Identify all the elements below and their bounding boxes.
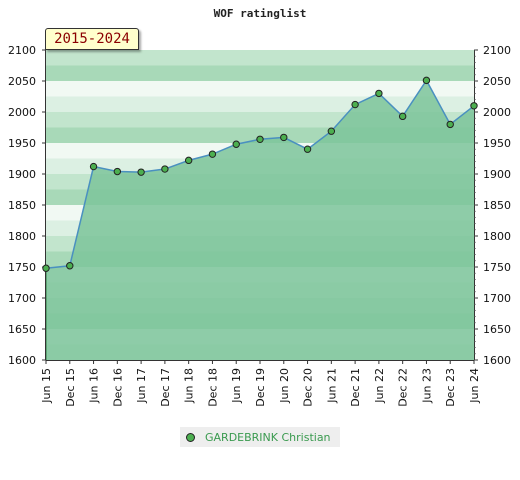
legend-label: GARDEBRINK Christian bbox=[205, 430, 331, 444]
y-tick-label-right: 1700 bbox=[483, 292, 511, 305]
x-tick-label: Jun 18 bbox=[183, 368, 196, 404]
x-tick-label: Dec 22 bbox=[397, 368, 410, 407]
data-point bbox=[232, 140, 240, 148]
x-tick-label: Jun 23 bbox=[420, 368, 433, 404]
data-point bbox=[351, 100, 359, 109]
data-point bbox=[184, 156, 193, 165]
chart-title: WOF ratinglist bbox=[214, 7, 307, 20]
data-points bbox=[42, 76, 478, 272]
y-tick-label-right: 1650 bbox=[483, 323, 511, 336]
x-tick-label: Dec 21 bbox=[349, 368, 362, 407]
x-tick-label: Dec 18 bbox=[206, 368, 219, 407]
data-point bbox=[422, 76, 431, 85]
y-tick-label-left: 1650 bbox=[8, 323, 36, 336]
x-tick-label: Jun 15 bbox=[40, 368, 53, 404]
y-tick-label-right: 1800 bbox=[483, 230, 511, 243]
y-tick-label-left: 2050 bbox=[8, 75, 36, 88]
band bbox=[46, 50, 474, 66]
y-tick-label-right: 2050 bbox=[483, 75, 511, 88]
y-tick-label-left: 2100 bbox=[8, 44, 36, 57]
data-point bbox=[42, 264, 50, 272]
y-tick-label-left: 1750 bbox=[8, 261, 36, 274]
data-point bbox=[66, 262, 74, 270]
x-tick-label: Dec 17 bbox=[159, 368, 172, 407]
x-tick-label: Dec 15 bbox=[64, 368, 77, 407]
y-tick-label-left: 2000 bbox=[8, 106, 36, 119]
x-tick-label: Dec 19 bbox=[254, 368, 267, 407]
band bbox=[46, 81, 474, 97]
x-tick-label: Dec 23 bbox=[444, 368, 457, 407]
data-point bbox=[280, 133, 288, 142]
x-tick-label: Jun 22 bbox=[373, 368, 386, 404]
x-tick-label: Jun 20 bbox=[278, 368, 291, 404]
data-point bbox=[208, 150, 217, 158]
area-fill bbox=[46, 80, 474, 360]
x-tick-label: Jun 21 bbox=[325, 368, 338, 404]
data-point bbox=[327, 127, 336, 135]
data-point bbox=[113, 167, 122, 176]
y-tick-label-left: 1850 bbox=[8, 199, 36, 212]
x-tick-label: Jun 24 bbox=[468, 368, 481, 404]
y-tick-label-right: 1850 bbox=[483, 199, 511, 212]
y-tick-label-right: 1600 bbox=[483, 354, 511, 367]
y-tick-label-left: 1900 bbox=[8, 168, 36, 181]
x-tick-label: Jun 16 bbox=[88, 368, 101, 404]
y-axis-ticks: 1600 1600 1650 1650 1700 1700 1750 1750 1800 1800… bbox=[8, 44, 511, 367]
date-range-badge: 2015-2024 bbox=[45, 28, 139, 50]
y-tick-label-left: 1950 bbox=[8, 137, 36, 150]
data-point bbox=[446, 120, 454, 129]
y-tick-label-right: 2100 bbox=[483, 44, 511, 57]
y-tick-label-right: 1950 bbox=[483, 137, 511, 150]
data-point bbox=[303, 145, 312, 153]
x-tick-label: Jun 19 bbox=[230, 368, 243, 404]
y-tick-label-right: 2000 bbox=[483, 106, 511, 119]
legend-marker bbox=[186, 432, 195, 442]
legend[interactable]: GARDEBRINK Christian bbox=[180, 427, 340, 447]
y-tick-label-left: 1800 bbox=[8, 230, 36, 243]
data-point bbox=[470, 102, 478, 110]
x-tick-label: Dec 16 bbox=[111, 368, 124, 407]
data-point bbox=[375, 89, 383, 98]
x-axis-ticks: Jun 15 Dec 15 Jun 16 Dec 16 Jun 17 Dec 17 Jun … bbox=[40, 360, 481, 407]
y-tick-label-left: 1700 bbox=[8, 292, 36, 305]
y-tick-label-left: 1600 bbox=[8, 354, 36, 367]
data-point bbox=[89, 162, 98, 171]
data-point bbox=[137, 168, 145, 176]
y-tick-label-right: 1900 bbox=[483, 168, 511, 181]
data-point bbox=[256, 135, 264, 143]
y-tick-label-right: 1750 bbox=[483, 261, 511, 274]
data-point bbox=[398, 112, 407, 121]
data-point bbox=[161, 165, 169, 173]
x-tick-label: Dec 20 bbox=[302, 368, 315, 407]
x-tick-label: Jun 17 bbox=[135, 368, 148, 404]
band bbox=[46, 65, 474, 81]
